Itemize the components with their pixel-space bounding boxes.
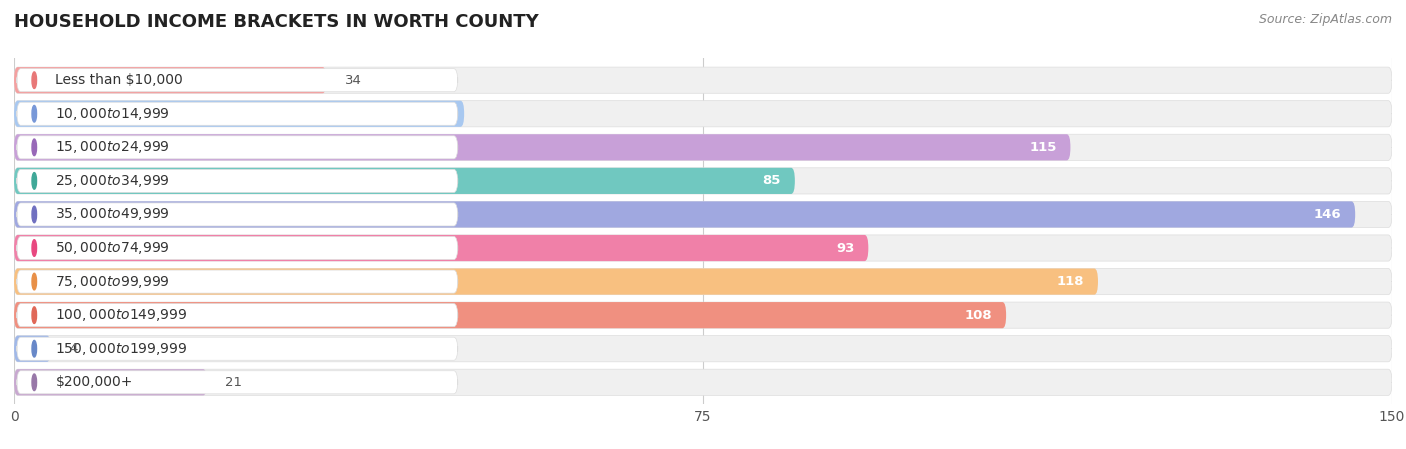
- FancyBboxPatch shape: [14, 168, 1392, 194]
- Circle shape: [32, 72, 37, 88]
- Text: $100,000 to $149,999: $100,000 to $149,999: [55, 307, 188, 323]
- Circle shape: [32, 139, 37, 156]
- Text: $10,000 to $14,999: $10,000 to $14,999: [55, 106, 170, 122]
- FancyBboxPatch shape: [14, 201, 1355, 228]
- FancyBboxPatch shape: [17, 337, 458, 360]
- Text: $150,000 to $199,999: $150,000 to $199,999: [55, 341, 188, 357]
- FancyBboxPatch shape: [14, 134, 1070, 160]
- FancyBboxPatch shape: [14, 369, 207, 396]
- Text: $25,000 to $34,999: $25,000 to $34,999: [55, 173, 170, 189]
- Circle shape: [32, 172, 37, 189]
- Text: HOUSEHOLD INCOME BRACKETS IN WORTH COUNTY: HOUSEHOLD INCOME BRACKETS IN WORTH COUNT…: [14, 13, 538, 31]
- FancyBboxPatch shape: [14, 302, 1007, 328]
- FancyBboxPatch shape: [14, 269, 1392, 295]
- Text: 118: 118: [1057, 275, 1084, 288]
- FancyBboxPatch shape: [14, 302, 1392, 328]
- Text: 4: 4: [69, 342, 77, 355]
- FancyBboxPatch shape: [14, 201, 1392, 228]
- Text: 34: 34: [344, 74, 361, 87]
- Circle shape: [32, 307, 37, 323]
- FancyBboxPatch shape: [17, 169, 458, 193]
- FancyBboxPatch shape: [17, 304, 458, 327]
- FancyBboxPatch shape: [17, 69, 458, 92]
- Circle shape: [32, 206, 37, 223]
- FancyBboxPatch shape: [14, 134, 1392, 160]
- Text: 93: 93: [837, 242, 855, 255]
- FancyBboxPatch shape: [17, 102, 458, 125]
- FancyBboxPatch shape: [17, 270, 458, 293]
- FancyBboxPatch shape: [14, 269, 1098, 295]
- Text: 108: 108: [965, 308, 993, 321]
- FancyBboxPatch shape: [14, 67, 1392, 93]
- Circle shape: [32, 374, 37, 391]
- Circle shape: [32, 106, 37, 122]
- FancyBboxPatch shape: [14, 101, 464, 127]
- FancyBboxPatch shape: [14, 101, 1392, 127]
- Text: $15,000 to $24,999: $15,000 to $24,999: [55, 139, 170, 155]
- Text: $200,000+: $200,000+: [55, 375, 132, 389]
- FancyBboxPatch shape: [17, 203, 458, 226]
- Text: Source: ZipAtlas.com: Source: ZipAtlas.com: [1258, 13, 1392, 26]
- FancyBboxPatch shape: [14, 369, 1392, 396]
- FancyBboxPatch shape: [14, 235, 869, 261]
- Text: $75,000 to $99,999: $75,000 to $99,999: [55, 273, 170, 290]
- Circle shape: [32, 273, 37, 290]
- Text: $35,000 to $49,999: $35,000 to $49,999: [55, 207, 170, 222]
- Text: Less than $10,000: Less than $10,000: [55, 73, 183, 87]
- FancyBboxPatch shape: [14, 168, 794, 194]
- FancyBboxPatch shape: [14, 235, 1392, 261]
- Circle shape: [32, 340, 37, 357]
- Text: 146: 146: [1313, 208, 1341, 221]
- FancyBboxPatch shape: [14, 335, 1392, 362]
- Text: 85: 85: [762, 174, 782, 187]
- FancyBboxPatch shape: [17, 371, 458, 394]
- FancyBboxPatch shape: [14, 335, 51, 362]
- Text: 115: 115: [1029, 141, 1057, 154]
- Text: $50,000 to $74,999: $50,000 to $74,999: [55, 240, 170, 256]
- Text: 21: 21: [225, 376, 242, 389]
- FancyBboxPatch shape: [17, 237, 458, 260]
- FancyBboxPatch shape: [14, 67, 326, 93]
- Text: 49: 49: [432, 107, 450, 120]
- Circle shape: [32, 240, 37, 256]
- FancyBboxPatch shape: [17, 136, 458, 159]
